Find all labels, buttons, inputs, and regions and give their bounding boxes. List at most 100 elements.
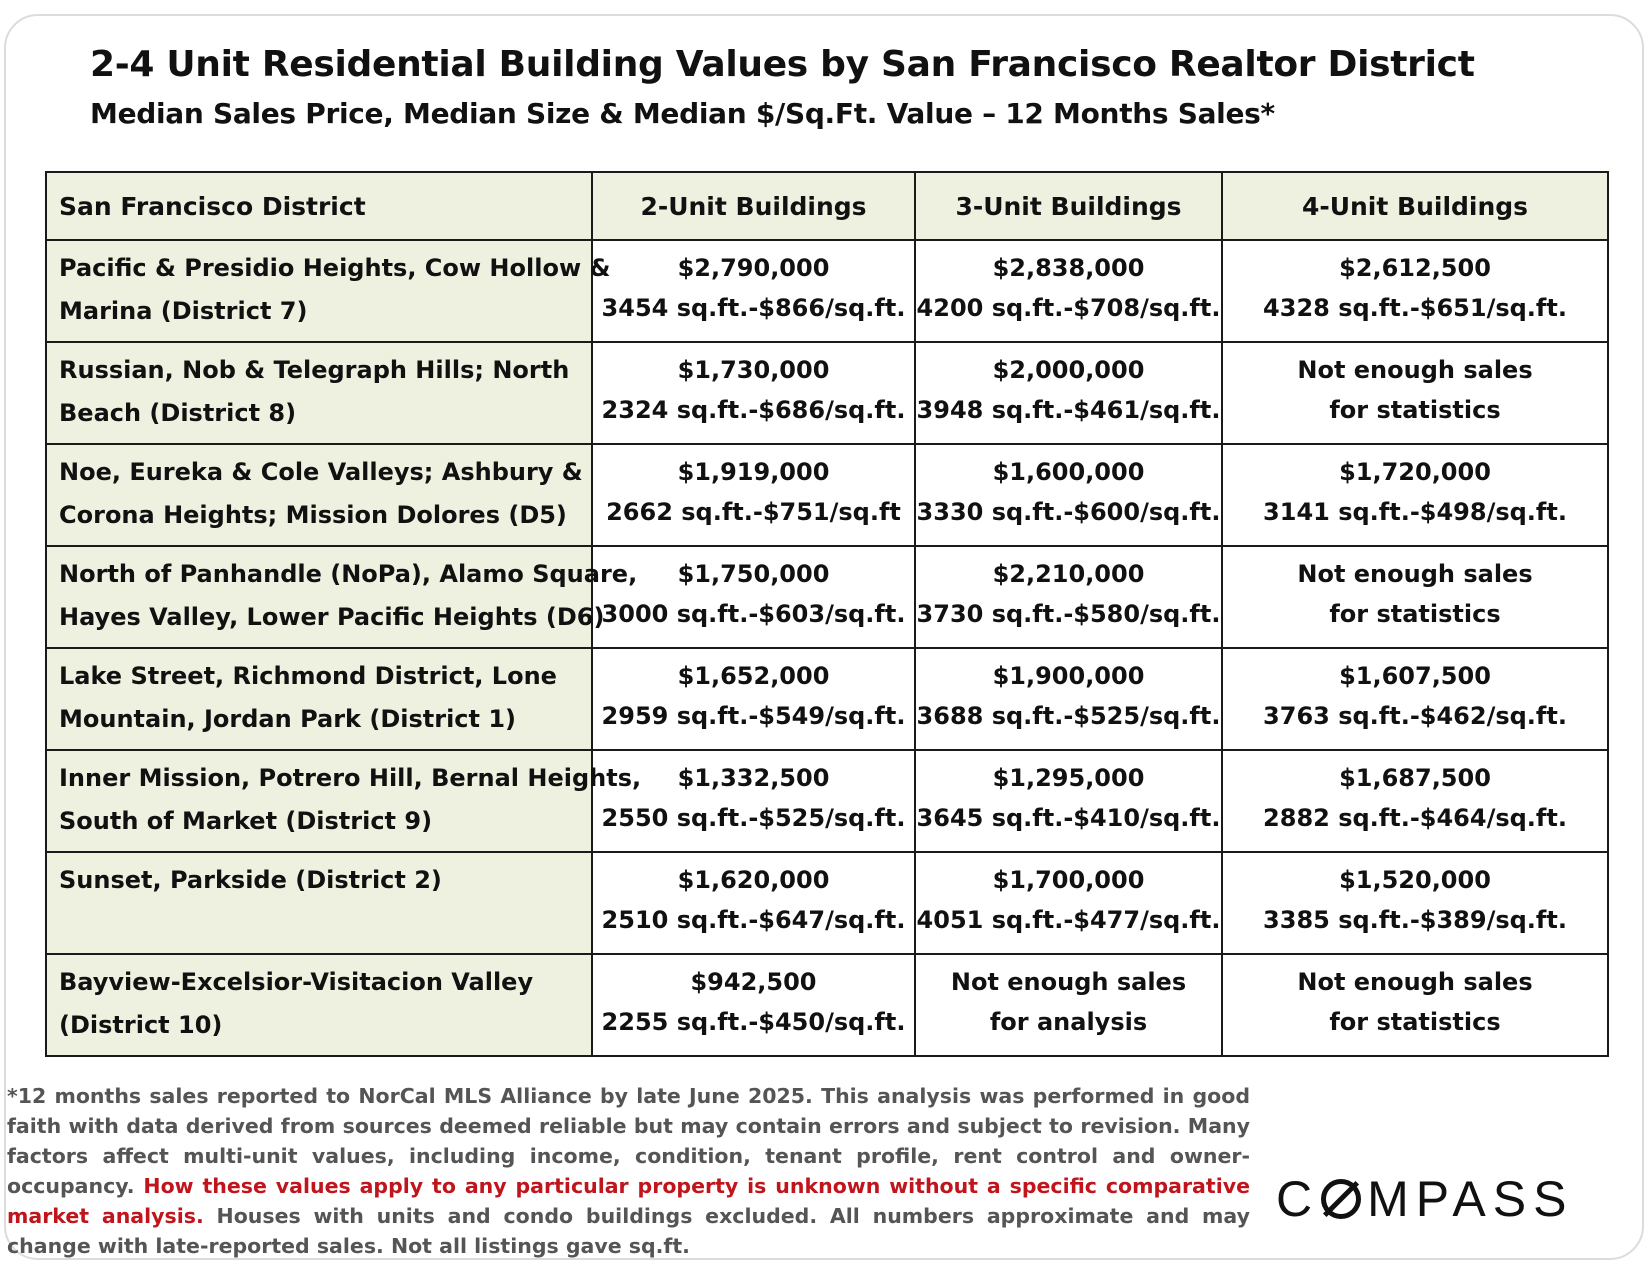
- median-price: $1,900,000: [992, 662, 1145, 690]
- size-and-price-per-sqft: for analysis: [989, 1008, 1148, 1036]
- value-cell-4-unit: $1,607,500 3763 sq.ft.-$462/sq.ft.: [1221, 647, 1609, 751]
- value-cell-3-unit: $2,838,000 4200 sq.ft.-$708/sq.ft.: [914, 239, 1223, 343]
- district-name-line: (District 10): [59, 1011, 223, 1039]
- median-price: $1,919,000: [677, 458, 830, 486]
- size-and-price-per-sqft: 2959 sq.ft.-$549/sq.ft.: [601, 702, 906, 730]
- median-price: $2,612,500: [1339, 254, 1491, 282]
- district-name-line: Inner Mission, Potrero Hill, Bernal Heig…: [59, 764, 642, 792]
- footnote-text-end: Houses with units and condo buildings ex…: [7, 1204, 1250, 1258]
- size-and-price-per-sqft: 3385 sq.ft.-$389/sq.ft.: [1263, 906, 1567, 934]
- value-cell-2-unit: $1,652,000 2959 sq.ft.-$549/sq.ft.: [591, 647, 916, 751]
- size-and-price-per-sqft: 3763 sq.ft.-$462/sq.ft.: [1263, 702, 1567, 730]
- district-values-table: San Francisco District 2-Unit Buildings …: [45, 171, 1609, 1057]
- district-name-line: Marina (District 7): [59, 297, 308, 325]
- median-price: Not enough sales: [1297, 968, 1533, 996]
- value-cell-2-unit: $942,500 2255 sq.ft.-$450/sq.ft.: [591, 953, 916, 1057]
- district-cell: Noe, Eureka & Cole Valleys; Ashbury & Cor…: [45, 443, 593, 547]
- page-subtitle: Median Sales Price, Median Size & Median…: [90, 97, 1275, 130]
- median-price: $1,700,000: [992, 866, 1145, 894]
- value-cell-3-unit: $1,900,000 3688 sq.ft.-$525/sq.ft.: [914, 647, 1223, 751]
- value-cell-3-unit: $1,600,000 3330 sq.ft.-$600/sq.ft.: [914, 443, 1223, 547]
- value-cell-2-unit: $1,332,500 2550 sq.ft.-$525/sq.ft.: [591, 749, 916, 853]
- median-price: $1,687,500: [1339, 764, 1491, 792]
- district-name-line: Noe, Eureka & Cole Valleys; Ashbury &: [59, 458, 583, 486]
- median-price: $1,607,500: [1339, 662, 1491, 690]
- compass-logo: C MPASS: [1276, 1171, 1574, 1227]
- district-name-line: Mountain, Jordan Park (District 1): [59, 705, 517, 733]
- table-row: Bayview-Excelsior-Visitacion Valley (Dis…: [45, 953, 1609, 1057]
- size-and-price-per-sqft: 4051 sq.ft.-$477/sq.ft.: [916, 906, 1221, 934]
- size-and-price-per-sqft: 3330 sq.ft.-$600/sq.ft.: [916, 498, 1221, 526]
- median-price: Not enough sales: [950, 968, 1187, 996]
- median-price: $2,000,000: [992, 356, 1145, 384]
- size-and-price-per-sqft: 2324 sq.ft.-$686/sq.ft.: [601, 396, 906, 424]
- median-price: $1,750,000: [677, 560, 830, 588]
- district-cell: Lake Street, Richmond District, Lone Moun…: [45, 647, 593, 751]
- value-cell-4-unit: $2,612,500 4328 sq.ft.-$651/sq.ft.: [1221, 239, 1609, 343]
- district-name-line: Corona Heights; Mission Dolores (D5): [59, 501, 567, 529]
- size-and-price-per-sqft: 2550 sq.ft.-$525/sq.ft.: [601, 804, 906, 832]
- size-and-price-per-sqft: 3688 sq.ft.-$525/sq.ft.: [916, 702, 1221, 730]
- median-price: $942,500: [690, 968, 817, 996]
- median-price: $1,600,000: [992, 458, 1145, 486]
- compass-o-icon: [1321, 1179, 1362, 1219]
- district-name-line: South of Market (District 9): [59, 807, 433, 835]
- median-price: $1,720,000: [1339, 458, 1491, 486]
- value-cell-2-unit: $1,750,000 3000 sq.ft.-$603/sq.ft.: [591, 545, 916, 649]
- median-price: Not enough sales: [1297, 560, 1533, 588]
- table-row: Lake Street, Richmond District, Lone Moun…: [45, 647, 1609, 751]
- value-cell-3-unit: Not enough sales for analysis: [914, 953, 1223, 1057]
- size-and-price-per-sqft: for statistics: [1329, 600, 1501, 628]
- table-row: Pacific & Presidio Heights, Cow Hollow &…: [45, 239, 1609, 343]
- median-price: $2,790,000: [677, 254, 830, 282]
- page-title: 2-4 Unit Residential Building Values by …: [90, 44, 1475, 85]
- median-price: $1,730,000: [677, 356, 830, 384]
- district-name-line: North of Panhandle (NoPa), Alamo Square,: [59, 560, 638, 588]
- size-and-price-per-sqft: 3948 sq.ft.-$461/sq.ft.: [916, 396, 1221, 424]
- header-2-unit: 2-Unit Buildings: [591, 171, 916, 241]
- value-cell-4-unit: $1,520,000 3385 sq.ft.-$389/sq.ft.: [1221, 851, 1609, 955]
- district-cell: Bayview-Excelsior-Visitacion Valley (Dis…: [45, 953, 593, 1057]
- district-cell: Inner Mission, Potrero Hill, Bernal Heig…: [45, 749, 642, 853]
- table-row: Noe, Eureka & Cole Valleys; Ashbury & Cor…: [45, 443, 1609, 547]
- header-4-unit: 4-Unit Buildings: [1221, 171, 1609, 241]
- district-cell: Russian, Nob & Telegraph Hills; North Bea…: [45, 341, 593, 445]
- footnote-text: *12 months sales reported to NorCal MLS …: [7, 1084, 1250, 1198]
- district-name-line: Lake Street, Richmond District, Lone: [59, 662, 557, 690]
- value-cell-3-unit: $2,000,000 3948 sq.ft.-$461/sq.ft.: [914, 341, 1223, 445]
- value-cell-2-unit: $2,790,000 3454 sq.ft.-$866/sq.ft.: [591, 239, 916, 343]
- median-price: $2,838,000: [992, 254, 1145, 282]
- median-price: $1,652,000: [677, 662, 830, 690]
- size-and-price-per-sqft: 3141 sq.ft.-$498/sq.ft.: [1263, 498, 1567, 526]
- value-cell-2-unit: $1,620,000 2510 sq.ft.-$647/sq.ft.: [591, 851, 916, 955]
- size-and-price-per-sqft: 2510 sq.ft.-$647/sq.ft.: [601, 906, 906, 934]
- table-row: Sunset, Parkside (District 2) $1,620,000 2…: [45, 851, 1609, 955]
- value-cell-2-unit: $1,919,000 2662 sq.ft.-$751/sq.ft: [591, 443, 916, 547]
- size-and-price-per-sqft: 4328 sq.ft.-$651/sq.ft.: [1263, 294, 1567, 322]
- size-and-price-per-sqft: 2882 sq.ft.-$464/sq.ft.: [1263, 804, 1567, 832]
- table-header-row: San Francisco District 2-Unit Buildings …: [45, 171, 1609, 241]
- value-cell-3-unit: $2,210,000 3730 sq.ft.-$580/sq.ft.: [914, 545, 1223, 649]
- district-cell: Pacific & Presidio Heights, Cow Hollow &…: [45, 239, 611, 343]
- table-row: Russian, Nob & Telegraph Hills; North Bea…: [45, 341, 1609, 445]
- size-and-price-per-sqft: 4200 sq.ft.-$708/sq.ft.: [916, 294, 1221, 322]
- district-name-line: Pacific & Presidio Heights, Cow Hollow &: [59, 254, 611, 282]
- header-district: San Francisco District: [45, 171, 593, 241]
- value-cell-4-unit: $1,720,000 3141 sq.ft.-$498/sq.ft.: [1221, 443, 1609, 547]
- district-cell: North of Panhandle (NoPa), Alamo Square,…: [45, 545, 638, 649]
- value-cell-3-unit: $1,700,000 4051 sq.ft.-$477/sq.ft.: [914, 851, 1223, 955]
- district-name-line: Beach (District 8): [59, 399, 297, 427]
- table-row: Inner Mission, Potrero Hill, Bernal Heig…: [45, 749, 1609, 853]
- value-cell-4-unit: Not enough sales for statistics: [1221, 953, 1609, 1057]
- size-and-price-per-sqft: 3645 sq.ft.-$410/sq.ft.: [916, 804, 1221, 832]
- size-and-price-per-sqft: 3730 sq.ft.-$580/sq.ft.: [916, 600, 1221, 628]
- value-cell-4-unit: Not enough sales for statistics: [1221, 545, 1609, 649]
- median-price: $1,295,000: [992, 764, 1145, 792]
- value-cell-4-unit: Not enough sales for statistics: [1221, 341, 1609, 445]
- value-cell-4-unit: $1,687,500 2882 sq.ft.-$464/sq.ft.: [1221, 749, 1609, 853]
- median-price: $2,210,000: [992, 560, 1145, 588]
- district-name-line: Hayes Valley, Lower Pacific Heights (D6): [59, 603, 605, 631]
- district-name-line: Sunset, Parkside (District 2): [59, 866, 442, 894]
- size-and-price-per-sqft: for statistics: [1329, 1008, 1501, 1036]
- median-price: $1,520,000: [1339, 866, 1491, 894]
